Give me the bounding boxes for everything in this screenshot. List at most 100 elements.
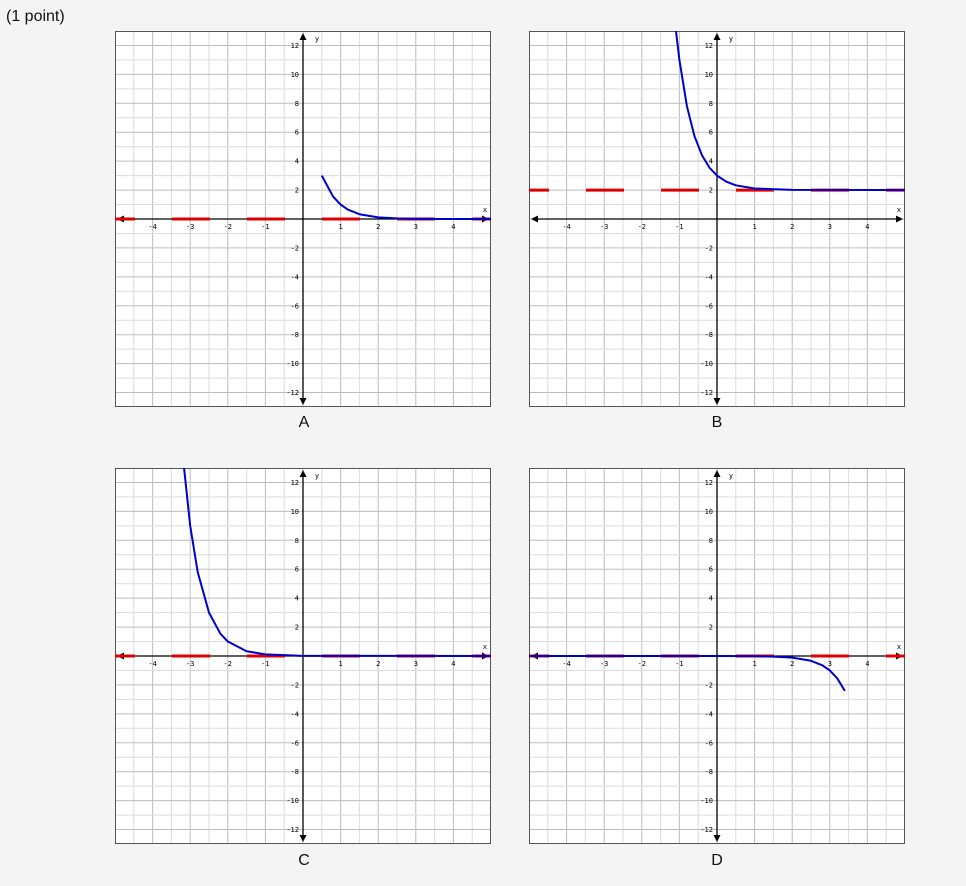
plot-frame xyxy=(529,31,905,407)
x-tick-label: 3 xyxy=(414,223,418,231)
y-axis-label: y xyxy=(729,472,733,480)
y-tick-label: 10 xyxy=(291,71,299,79)
y-axis-arrow-up xyxy=(299,33,307,40)
x-tick-label: -2 xyxy=(638,223,646,231)
option-label-d: D xyxy=(711,852,723,869)
y-axis-arrow-down xyxy=(299,398,307,405)
y-tick-label: -10 xyxy=(700,797,713,805)
y-axis-arrow-up xyxy=(713,470,721,477)
y-tick-label: 12 xyxy=(705,42,713,50)
y-tick-label: 6 xyxy=(709,129,713,137)
y-tick-label: 2 xyxy=(295,187,299,195)
y-tick-label: -6 xyxy=(705,302,713,310)
y-axis-arrow-down xyxy=(713,835,721,842)
y-tick-label: 8 xyxy=(295,537,299,545)
x-axis-label: x xyxy=(483,643,487,651)
function-curve xyxy=(183,468,491,657)
graph-option-b[interactable]: -4 -3 -2 -1 1 2 3 4 12 10 8 6 4 2 -2 -4 -6 -8 -10 -12 x y xyxy=(529,31,905,407)
y-tick-label: -12 xyxy=(700,826,713,834)
x-tick-label: 3 xyxy=(414,660,418,668)
x-tick-label: -4 xyxy=(562,660,570,668)
x-tick-label: -2 xyxy=(224,660,232,668)
x-tick-label: 4 xyxy=(451,223,455,231)
y-tick-label: -8 xyxy=(291,768,299,776)
x-tick-label: -2 xyxy=(224,223,232,231)
y-axis-label: y xyxy=(729,35,733,43)
x-tick-label: -4 xyxy=(148,660,156,668)
y-tick-label: 6 xyxy=(295,566,299,574)
x-tick-label: 2 xyxy=(790,660,794,668)
function-curve xyxy=(674,31,905,192)
y-tick-label: -4 xyxy=(291,710,299,718)
y-tick-label: -8 xyxy=(705,331,713,339)
y-tick-label: -2 xyxy=(705,244,713,252)
option-label-a: A xyxy=(298,414,310,431)
x-tick-label: -1 xyxy=(675,223,683,231)
y-tick-label: -6 xyxy=(705,739,713,747)
x-tick-label: 1 xyxy=(338,223,342,231)
x-tick-label: 2 xyxy=(376,660,380,668)
y-tick-label: -8 xyxy=(705,768,713,776)
x-axis-label: x xyxy=(483,206,487,214)
y-tick-label: -6 xyxy=(291,739,299,747)
y-tick-label: -4 xyxy=(705,710,713,718)
y-tick-label: -10 xyxy=(700,360,713,368)
y-tick-label: -2 xyxy=(291,244,299,252)
points-label: (1 point) xyxy=(6,8,65,25)
x-tick-label: -4 xyxy=(562,223,570,231)
x-axis-label: x xyxy=(897,643,901,651)
x-tick-label: -1 xyxy=(261,223,269,231)
y-tick-label: -12 xyxy=(286,826,299,834)
x-tick-label: 1 xyxy=(752,223,756,231)
y-tick-label: 8 xyxy=(709,100,713,108)
graph-option-a[interactable]: -4 -3 -2 -1 1 2 3 4 12 10 8 6 4 2 -2 -4 -6 -8 -10 -12 x y xyxy=(115,31,491,407)
y-tick-label: 10 xyxy=(705,508,713,516)
x-tick-label: 3 xyxy=(828,660,832,668)
function-curve xyxy=(529,655,846,692)
y-tick-label: 4 xyxy=(709,595,713,603)
y-axis-label: y xyxy=(315,472,319,480)
y-axis-arrow-down xyxy=(713,398,721,405)
x-tick-label: 1 xyxy=(752,660,756,668)
y-tick-label: 4 xyxy=(295,158,299,166)
y-tick-label: -4 xyxy=(705,273,713,281)
y-tick-label: 10 xyxy=(705,71,713,79)
y-tick-label: -10 xyxy=(286,360,299,368)
x-axis-label: x xyxy=(897,206,901,214)
graph-option-d[interactable]: -4 -3 -2 -1 1 2 3 4 12 10 8 6 4 2 -2 -4 -6 -8 -10 -12 x y xyxy=(529,468,905,844)
y-tick-label: -12 xyxy=(286,389,299,397)
x-tick-label: 3 xyxy=(828,223,832,231)
y-tick-label: 12 xyxy=(291,479,299,487)
y-axis-label: y xyxy=(315,35,319,43)
graph-option-c[interactable]: -4 -3 -2 -1 1 2 3 4 12 10 8 6 4 2 -2 -4 -6 -8 -10 -12 x y xyxy=(115,468,491,844)
x-tick-label: -3 xyxy=(600,660,608,668)
option-label-c: C xyxy=(298,852,310,869)
y-tick-label: 10 xyxy=(291,508,299,516)
y-axis-arrow-up xyxy=(713,33,721,40)
y-tick-label: 2 xyxy=(709,187,713,195)
y-axis-arrow-down xyxy=(299,835,307,842)
x-tick-label: -1 xyxy=(675,660,683,668)
x-tick-label: 2 xyxy=(790,223,794,231)
x-tick-label: 1 xyxy=(338,660,342,668)
x-tick-label: -3 xyxy=(186,660,194,668)
x-tick-label: -2 xyxy=(638,660,646,668)
y-tick-label: 6 xyxy=(709,566,713,574)
y-tick-label: 12 xyxy=(705,479,713,487)
y-tick-label: 4 xyxy=(709,158,713,166)
y-tick-label: 2 xyxy=(295,624,299,632)
x-axis-arrow-right xyxy=(896,215,903,223)
x-tick-label: 4 xyxy=(865,660,869,668)
x-tick-label: -1 xyxy=(261,660,269,668)
y-tick-label: 8 xyxy=(709,537,713,545)
y-tick-label: -2 xyxy=(291,681,299,689)
y-tick-label: -10 xyxy=(286,797,299,805)
y-tick-label: -6 xyxy=(291,302,299,310)
option-label-b: B xyxy=(711,414,723,431)
x-tick-label: -3 xyxy=(186,223,194,231)
x-tick-label: 4 xyxy=(451,660,455,668)
